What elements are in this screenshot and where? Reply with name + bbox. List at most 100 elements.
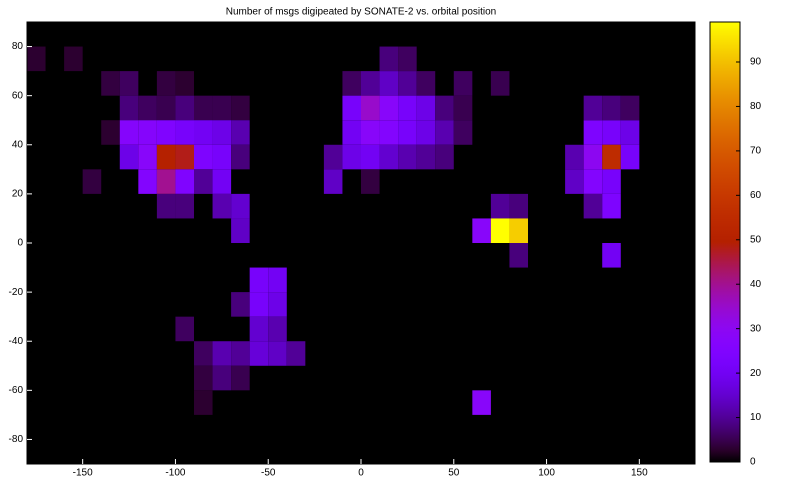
heat-cell bbox=[156, 95, 176, 121]
heat-cell bbox=[398, 95, 417, 121]
heat-cell bbox=[212, 365, 232, 391]
y-tick-label: 20 bbox=[12, 189, 24, 200]
heat-cell bbox=[286, 341, 306, 366]
colorbar-tick-label: 40 bbox=[750, 279, 762, 290]
heat-cell bbox=[156, 71, 176, 96]
heat-cell bbox=[416, 95, 436, 121]
heat-cell bbox=[119, 120, 139, 145]
y-tick-label: 40 bbox=[12, 139, 24, 150]
heat-cell bbox=[583, 120, 603, 145]
y-tick-label: -80 bbox=[9, 434, 24, 445]
colorbar-tick-label: 70 bbox=[750, 146, 762, 157]
heat-cell bbox=[175, 316, 194, 342]
heat-cell bbox=[416, 144, 436, 170]
colorbar-tick-label: 0 bbox=[750, 457, 756, 468]
heat-cell bbox=[194, 365, 213, 391]
heat-cell bbox=[194, 95, 213, 121]
colorbar-tick-label: 10 bbox=[750, 412, 762, 423]
x-tick-label: -100 bbox=[165, 468, 185, 479]
heat-cell bbox=[249, 292, 269, 317]
heat-cell bbox=[231, 341, 250, 366]
heat-cell bbox=[583, 144, 603, 170]
heat-cell bbox=[602, 193, 621, 219]
heat-cell bbox=[156, 193, 176, 219]
heat-cell bbox=[416, 71, 436, 96]
heat-cell bbox=[602, 120, 621, 145]
heat-cell bbox=[565, 144, 584, 170]
heat-cell bbox=[175, 71, 194, 96]
heat-cell bbox=[398, 144, 417, 170]
heat-cell bbox=[119, 144, 139, 170]
heat-cell bbox=[194, 390, 213, 415]
heat-cell bbox=[138, 95, 157, 121]
x-tick-label: 100 bbox=[538, 468, 555, 479]
heat-cell bbox=[379, 71, 399, 96]
heat-cell bbox=[249, 267, 269, 293]
heat-cell bbox=[268, 267, 287, 293]
heat-cell bbox=[101, 120, 120, 145]
heat-cell bbox=[119, 71, 139, 96]
y-tick-label: 60 bbox=[12, 90, 24, 101]
heat-cell bbox=[138, 144, 157, 170]
heat-cell bbox=[231, 193, 250, 219]
heat-cell bbox=[620, 144, 640, 170]
heat-cell bbox=[194, 169, 213, 194]
heat-cell bbox=[342, 95, 361, 121]
heat-cell bbox=[175, 120, 194, 145]
colorbar-tick-label: 80 bbox=[750, 101, 762, 112]
heat-cell bbox=[379, 144, 399, 170]
heat-cell bbox=[194, 341, 213, 366]
heat-cell bbox=[379, 46, 399, 72]
heat-cell bbox=[231, 144, 250, 170]
heat-cell bbox=[212, 169, 232, 194]
x-tick-label: -150 bbox=[73, 468, 93, 479]
heat-cell bbox=[602, 144, 621, 170]
heat-cell bbox=[342, 144, 361, 170]
heat-cell bbox=[620, 120, 640, 145]
heat-cell bbox=[602, 169, 621, 194]
heat-cell bbox=[212, 341, 232, 366]
heat-cell bbox=[379, 95, 399, 121]
heat-cell bbox=[509, 218, 528, 243]
heat-cell bbox=[490, 218, 510, 243]
heat-cell bbox=[416, 120, 436, 145]
heat-cell bbox=[490, 193, 510, 219]
heat-cell bbox=[268, 316, 287, 342]
heat-cell bbox=[620, 95, 640, 121]
heat-cell bbox=[602, 243, 621, 268]
heat-cell bbox=[361, 169, 380, 194]
heat-cell bbox=[398, 46, 417, 72]
heat-cell bbox=[64, 46, 83, 72]
heat-cell bbox=[175, 169, 194, 194]
heat-cell bbox=[175, 193, 194, 219]
heat-cell bbox=[453, 71, 473, 96]
heat-cell bbox=[231, 365, 250, 391]
heat-cell bbox=[342, 120, 361, 145]
heat-cell bbox=[323, 169, 343, 194]
heat-cell bbox=[361, 144, 380, 170]
heat-cell bbox=[583, 193, 603, 219]
heat-cell bbox=[249, 341, 269, 366]
heat-cell bbox=[602, 95, 621, 121]
heat-cell bbox=[453, 120, 473, 145]
heat-cell bbox=[435, 95, 454, 121]
heat-cell bbox=[361, 95, 380, 121]
x-tick-label: 50 bbox=[448, 468, 460, 479]
heat-cell bbox=[323, 144, 343, 170]
heat-cell bbox=[490, 71, 510, 96]
heat-cell bbox=[379, 120, 399, 145]
heat-cell bbox=[361, 71, 380, 96]
heat-cell bbox=[175, 144, 194, 170]
x-tick-label: 150 bbox=[631, 468, 648, 479]
heat-cell bbox=[156, 144, 176, 170]
heat-cell bbox=[101, 71, 120, 96]
colorbar-tick-label: 20 bbox=[750, 368, 762, 379]
heat-cell bbox=[398, 120, 417, 145]
heat-cell bbox=[231, 95, 250, 121]
y-tick-label: 0 bbox=[17, 238, 23, 249]
heat-cell bbox=[212, 144, 232, 170]
heat-cell bbox=[565, 169, 584, 194]
heat-cell bbox=[175, 95, 194, 121]
heat-cell bbox=[194, 144, 213, 170]
heat-cell bbox=[435, 144, 454, 170]
